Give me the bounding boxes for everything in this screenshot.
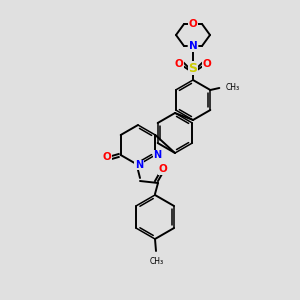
Text: O: O: [102, 152, 111, 162]
Text: N: N: [135, 160, 143, 170]
Text: O: O: [189, 19, 197, 29]
Text: CH₃: CH₃: [225, 82, 239, 91]
Text: N: N: [153, 150, 161, 160]
Text: CH₃: CH₃: [150, 257, 164, 266]
Text: O: O: [159, 164, 167, 174]
Text: N: N: [189, 41, 197, 51]
Text: O: O: [175, 59, 183, 69]
Text: O: O: [202, 59, 211, 69]
Text: S: S: [188, 61, 197, 74]
